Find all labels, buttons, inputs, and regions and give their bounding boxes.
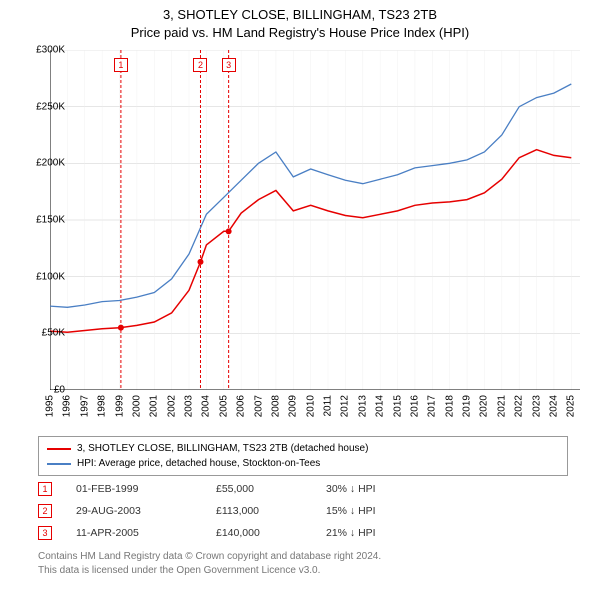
sales-row: 2 29-AUG-2003£113,00015% ↓ HPI: [38, 500, 436, 522]
sales-date: 11-APR-2005: [76, 527, 216, 539]
callout-marker: 1: [114, 58, 128, 72]
x-tick-label: 2016: [409, 395, 420, 417]
sales-table: 1 01-FEB-1999£55,00030% ↓ HPI 2 29-AUG-2003…: [38, 478, 436, 544]
x-tick-label: 2021: [496, 395, 507, 417]
x-tick-label: 2009: [288, 395, 299, 417]
x-tick-label: 2006: [236, 395, 247, 417]
x-tick-label: 2010: [305, 395, 316, 417]
sales-row: 1 01-FEB-1999£55,00030% ↓ HPI: [38, 478, 436, 500]
x-tick-label: 2020: [479, 395, 490, 417]
callout-marker: 3: [222, 58, 236, 72]
x-tick-label: 1999: [114, 395, 125, 417]
sales-diff: 15% ↓ HPI: [326, 505, 436, 517]
x-tick-label: 1996: [62, 395, 73, 417]
x-tick-label: 2014: [375, 395, 386, 417]
x-tick-label: 2022: [514, 395, 525, 417]
x-tick-label: 2005: [218, 395, 229, 417]
x-tick-label: 2025: [566, 395, 577, 417]
legend-row-property: 3, SHOTLEY CLOSE, BILLINGHAM, TS23 2TB (…: [47, 441, 559, 456]
sales-row: 3 11-APR-2005£140,00021% ↓ HPI: [38, 522, 436, 544]
y-tick-label: £50K: [20, 328, 65, 339]
sales-diff: 21% ↓ HPI: [326, 527, 436, 539]
x-tick-label: 2000: [131, 395, 142, 417]
x-tick-label: 1998: [97, 395, 108, 417]
x-tick-label: 1995: [45, 395, 56, 417]
callout-marker: 2: [193, 58, 207, 72]
chart-svg: [50, 50, 580, 390]
x-tick-label: 2002: [166, 395, 177, 417]
legend: 3, SHOTLEY CLOSE, BILLINGHAM, TS23 2TB (…: [38, 436, 568, 476]
sales-date: 29-AUG-2003: [76, 505, 216, 517]
y-tick-label: £0: [20, 385, 65, 396]
legend-label-hpi: HPI: Average price, detached house, Stoc…: [77, 456, 320, 471]
legend-swatch-hpi: [47, 463, 71, 465]
x-tick-label: 2013: [357, 395, 368, 417]
x-tick-label: 2012: [340, 395, 351, 417]
sales-price: £140,000: [216, 527, 326, 539]
x-tick-label: 2019: [462, 395, 473, 417]
x-tick-label: 2015: [392, 395, 403, 417]
x-tick-label: 2003: [184, 395, 195, 417]
x-tick-label: 2011: [323, 395, 334, 417]
legend-label-property: 3, SHOTLEY CLOSE, BILLINGHAM, TS23 2TB (…: [77, 441, 368, 456]
y-tick-label: £250K: [20, 101, 65, 112]
x-tick-label: 2001: [149, 395, 160, 417]
x-tick-label: 2007: [253, 395, 264, 417]
sales-diff: 30% ↓ HPI: [326, 483, 436, 495]
chart-title-block: 3, SHOTLEY CLOSE, BILLINGHAM, TS23 2TB P…: [0, 0, 600, 42]
footer-line-2: This data is licensed under the Open Gov…: [38, 564, 381, 578]
x-tick-label: 2004: [201, 395, 212, 417]
sales-marker: 3: [38, 526, 52, 540]
x-tick-label: 2023: [531, 395, 542, 417]
chart-title: 3, SHOTLEY CLOSE, BILLINGHAM, TS23 2TB: [0, 6, 600, 24]
chart-subtitle: Price paid vs. HM Land Registry's House …: [0, 24, 600, 42]
x-tick-label: 2018: [444, 395, 455, 417]
footer: Contains HM Land Registry data © Crown c…: [38, 550, 381, 577]
sales-marker: 2: [38, 504, 52, 518]
legend-swatch-property: [47, 448, 71, 450]
x-tick-label: 2024: [548, 395, 559, 417]
legend-row-hpi: HPI: Average price, detached house, Stoc…: [47, 456, 559, 471]
chart-plot-area: [50, 50, 580, 390]
sales-price: £55,000: [216, 483, 326, 495]
y-tick-label: £200K: [20, 158, 65, 169]
y-tick-label: £100K: [20, 271, 65, 282]
sales-marker: 1: [38, 482, 52, 496]
y-tick-label: £150K: [20, 215, 65, 226]
x-tick-label: 1997: [79, 395, 90, 417]
y-tick-label: £300K: [20, 45, 65, 56]
x-tick-label: 2008: [270, 395, 281, 417]
footer-line-1: Contains HM Land Registry data © Crown c…: [38, 550, 381, 564]
x-tick-label: 2017: [427, 395, 438, 417]
sales-date: 01-FEB-1999: [76, 483, 216, 495]
sales-price: £113,000: [216, 505, 326, 517]
